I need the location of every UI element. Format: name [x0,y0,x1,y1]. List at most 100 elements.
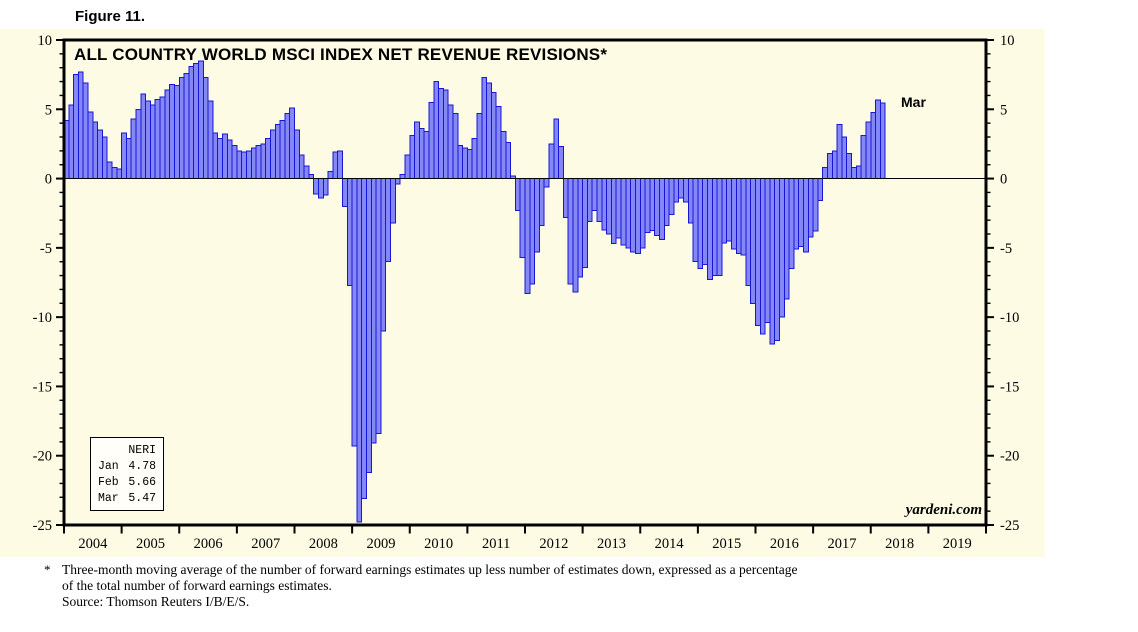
bar [827,153,833,180]
bar [125,137,132,180]
bar [452,112,459,180]
bar [92,121,99,180]
bar [245,150,252,180]
bar [173,85,180,180]
legend-header: NERI [128,444,156,457]
bar [663,178,670,227]
bar [466,148,473,180]
bar [596,178,603,223]
bar [250,147,257,180]
bar [289,107,296,180]
bar [721,178,728,244]
bar [212,132,219,180]
x-axis-year-label: 2007 [251,536,280,552]
bar [750,178,757,304]
bar [851,166,857,180]
x-axis-year-label: 2017 [827,536,856,552]
legend-row-value: 5.66 [128,476,156,489]
bar [716,178,723,277]
bar [327,171,334,180]
y-axis-label-left: 0 [45,172,52,188]
bar [135,108,142,180]
y-axis-label-left: -15 [33,379,52,395]
bar [207,100,214,180]
y-axis-label-right: 10 [1000,33,1015,49]
bar [457,144,464,180]
y-axis-label-right: -5 [1000,241,1012,257]
bar [870,111,877,180]
last-point-label: Mar [901,94,926,110]
bar [332,151,339,180]
bar [193,63,199,180]
bar [658,178,665,241]
bar [702,178,708,265]
bar [846,153,853,180]
bar [385,178,392,263]
bar [140,93,147,180]
bar [553,118,560,180]
bar [236,150,243,180]
bar [630,178,636,253]
bar [841,136,848,180]
bar [529,178,536,285]
bar [121,132,127,180]
footnote-line-1: Three-month moving average of the number… [62,562,798,577]
bar [865,121,872,180]
x-axis-year-label: 2015 [712,536,741,552]
bar [418,128,425,180]
bar [188,65,195,180]
bar [322,178,329,196]
bar [562,178,569,218]
bar [831,150,838,180]
x-axis-year-label: 2016 [770,536,799,552]
bar [294,129,300,180]
bar [692,178,699,263]
bar [769,178,776,345]
bar [644,178,651,234]
y-axis-label-right: -15 [1000,379,1019,395]
bar [486,82,492,180]
legend-row-label: Mar [98,492,119,505]
x-axis-year-label: 2014 [655,536,685,552]
legend-row-label: Feb [98,476,119,489]
bar [812,178,819,232]
bar [284,112,291,180]
bar [231,144,238,180]
bar [154,99,161,180]
bar [145,100,151,180]
bar [774,178,781,342]
bar [879,102,886,180]
figure-label: Figure 11. [75,8,146,25]
bar [514,178,521,211]
watermark: yardeni.com [905,502,982,518]
bar [342,178,348,207]
bar [447,104,454,180]
y-axis-label-left: -10 [33,310,52,326]
bar [586,178,593,223]
bar [116,168,123,180]
y-axis-label-right: 5 [1000,102,1007,118]
bar [428,101,435,180]
y-axis-label-left: -5 [40,241,52,257]
bar [462,147,468,180]
bar [130,118,137,180]
bar [77,71,84,180]
bar [740,178,747,256]
bar [149,104,156,180]
x-axis-year-label: 2013 [597,536,626,552]
bar [634,178,641,254]
bar [471,137,478,180]
bar [649,178,656,232]
bar [759,178,766,335]
bar [111,166,118,180]
bar [390,178,396,224]
bar [380,178,387,332]
bar [197,60,204,180]
bar [558,146,564,180]
bar [836,124,843,180]
bar [855,165,862,180]
x-axis-year-label: 2005 [136,536,165,552]
footnote-marker: * [44,562,51,577]
x-axis-year-label: 2012 [539,536,568,552]
